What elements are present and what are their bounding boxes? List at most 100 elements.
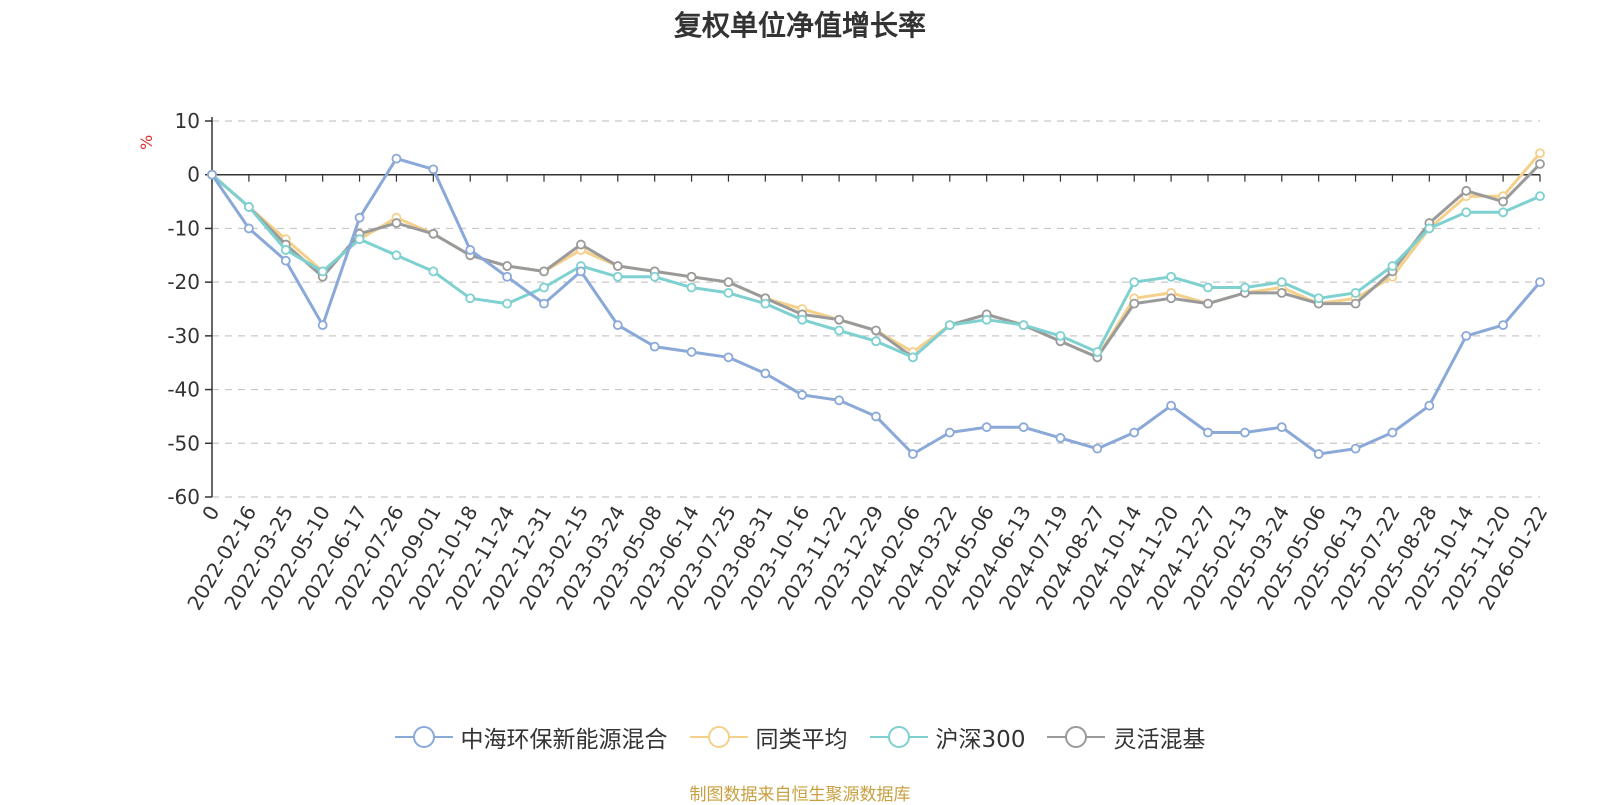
data-point (834, 325, 845, 336)
data-point (686, 282, 697, 293)
data-point (723, 277, 734, 288)
data-point (1239, 282, 1250, 293)
data-point (1350, 298, 1361, 309)
data-point (1129, 277, 1140, 288)
data-point (428, 266, 439, 277)
data-point (1055, 433, 1066, 443)
y-tick-label: -40 (167, 378, 200, 402)
data-point (649, 271, 660, 282)
data-point (612, 261, 623, 271)
data-point (1203, 427, 1213, 438)
legend-line-circle-icon (1047, 726, 1106, 748)
legend-line-circle-icon (869, 726, 928, 748)
data-point (1018, 422, 1029, 433)
y-tick-labels: 10 0 -10 -20 -30 -40 -50 -60 (167, 109, 200, 509)
series-line (210, 157, 1542, 456)
data-point (391, 250, 402, 261)
data-point (686, 271, 697, 282)
data-point (317, 266, 328, 277)
data-point (539, 298, 549, 309)
data-point (981, 314, 992, 325)
data-point (391, 153, 402, 164)
legend-line-circle-icon (689, 726, 748, 748)
data-point (280, 245, 291, 255)
data-point (1313, 449, 1324, 459)
data-point (1166, 293, 1177, 304)
data-point (1276, 287, 1287, 298)
chart-title: 复权单位净值增长率 (673, 9, 926, 42)
data-point (1424, 400, 1435, 411)
data-point (354, 212, 365, 223)
data-point (1055, 330, 1066, 341)
data-point (686, 347, 697, 357)
data-point (797, 314, 808, 325)
data-point (907, 449, 918, 459)
legend: 中海环保新能源混合 同类平均 沪深300 灵活混基 (0, 720, 1600, 754)
data-point (539, 282, 549, 293)
grid-lines (212, 120, 1540, 498)
y-tick-label: -50 (167, 431, 200, 455)
y-tick-label: -30 (167, 324, 200, 348)
data-point (1424, 223, 1435, 234)
data-point (1129, 427, 1140, 438)
data-point (1313, 293, 1324, 304)
data-point (575, 239, 586, 250)
data-point (834, 395, 845, 406)
data-point (1276, 277, 1287, 288)
data-point (1535, 159, 1545, 169)
data-point (1203, 298, 1213, 309)
y-tick-label: -20 (167, 270, 200, 294)
data-point (575, 266, 586, 277)
data-point (723, 352, 734, 363)
data-point (907, 352, 918, 363)
x-tick-label: 0 (197, 502, 224, 525)
data-point (1166, 271, 1177, 282)
data-point (871, 336, 881, 347)
y-tick-label: -60 (167, 485, 200, 509)
data-point (760, 368, 771, 379)
data-point (1387, 261, 1398, 271)
data-point (1018, 320, 1029, 331)
data-source-note: 制图数据来自恒生聚源数据库 (689, 785, 911, 805)
data-point (871, 411, 881, 422)
data-point (944, 427, 955, 438)
legend-label: 灵活混基 (1113, 727, 1206, 753)
data-point (1498, 207, 1509, 218)
data-point (1498, 196, 1509, 207)
y-tick-label: -10 (167, 216, 200, 240)
data-point (1203, 282, 1213, 293)
data-point (1239, 427, 1250, 438)
legend-label: 同类平均 (755, 727, 848, 753)
data-point (502, 298, 513, 309)
legend-label: 沪深300 (935, 727, 1026, 753)
data-point (1350, 443, 1361, 454)
data-point (428, 228, 439, 239)
y-tick-label: 10 (175, 109, 200, 133)
y-tick-label: 0 (187, 163, 200, 187)
data-point (539, 266, 549, 277)
legend-line-circle-icon (394, 726, 453, 748)
data-point (797, 390, 808, 400)
data-point (207, 169, 217, 180)
legend-item-flexible-mixed[interactable]: 灵活混基 (1047, 720, 1205, 754)
data-point (428, 164, 439, 175)
legend-item-fund[interactable]: 中海环保新能源混合 (394, 720, 668, 754)
data-point (1535, 191, 1545, 202)
data-point (1387, 427, 1398, 438)
data-point (723, 287, 734, 298)
data-point (981, 422, 992, 433)
legend-item-csi300[interactable]: 沪深300 (869, 720, 1026, 754)
x-tick-labels: 02022-02-162022-03-252022-05-102022-06-1… (182, 502, 1552, 615)
data-point (1092, 443, 1103, 454)
data-point (1276, 422, 1287, 433)
data-point (612, 320, 623, 331)
data-point (1166, 400, 1177, 411)
data-point (834, 314, 845, 325)
data-point (391, 218, 402, 228)
data-point (502, 271, 513, 282)
data-point (612, 271, 623, 282)
legend-item-peer-average[interactable]: 同类平均 (689, 720, 848, 754)
data-point (243, 202, 254, 212)
data-point (465, 245, 476, 255)
data-point (465, 293, 476, 304)
